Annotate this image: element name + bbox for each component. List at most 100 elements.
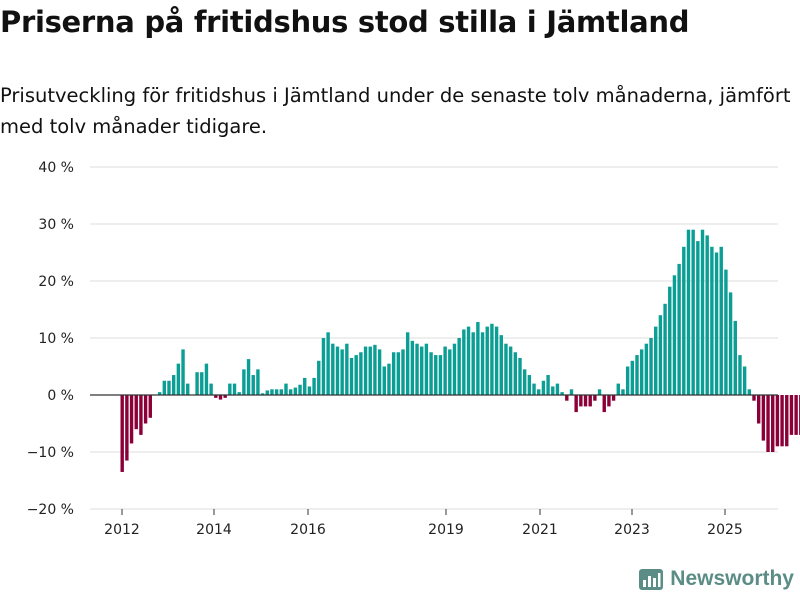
bar [583, 395, 588, 407]
bar [410, 340, 415, 395]
bar [204, 363, 209, 395]
bar [532, 383, 536, 395]
bar [466, 326, 471, 395]
bar [134, 395, 138, 430]
bar [537, 389, 541, 395]
x-tick-label: 2012 [104, 522, 140, 538]
bar [162, 380, 167, 395]
y-tick-label: 10 % [38, 331, 74, 347]
x-tick-label: 2023 [614, 522, 650, 538]
bar [298, 384, 302, 395]
bar [312, 377, 316, 395]
bar [588, 395, 592, 407]
bar [129, 395, 134, 444]
bar [719, 246, 723, 395]
bar [658, 315, 663, 395]
bar [214, 395, 218, 398]
bar [639, 349, 644, 395]
bar [382, 366, 386, 395]
bar [691, 229, 695, 395]
y-tick-label: 20 % [38, 274, 74, 290]
bar [326, 332, 330, 395]
bar [424, 343, 429, 395]
bar [181, 349, 185, 395]
bar [724, 269, 728, 395]
bar [494, 326, 499, 395]
bar [415, 343, 419, 395]
brand-name: Newsworthy [670, 567, 794, 590]
bar [733, 320, 737, 395]
bar [574, 395, 578, 413]
bar [625, 366, 630, 395]
bar [157, 392, 162, 395]
bar [401, 349, 405, 395]
bar [672, 275, 677, 395]
bar [420, 346, 424, 395]
bar [256, 369, 260, 395]
bar [265, 390, 269, 395]
bar [246, 359, 251, 395]
bar [279, 389, 284, 395]
bar [513, 352, 518, 395]
bar [274, 389, 279, 395]
y-tick-label: 40 % [38, 160, 74, 176]
bar [143, 395, 148, 424]
bar [321, 338, 326, 395]
bar [368, 346, 372, 395]
bar [644, 343, 649, 395]
bar [148, 395, 152, 418]
chart-title: Priserna på fritidshus stod stilla i Jäm… [0, 5, 690, 39]
bar [611, 395, 616, 401]
bar [766, 395, 770, 452]
bar [443, 346, 447, 395]
bar [303, 377, 307, 395]
bar [480, 332, 485, 395]
bar [663, 303, 667, 395]
bar [630, 360, 635, 395]
bar [551, 386, 555, 395]
bar [794, 395, 798, 435]
bar [462, 329, 466, 395]
bar [579, 395, 583, 407]
bar [359, 352, 363, 395]
bar [335, 346, 340, 395]
bar [621, 389, 625, 395]
bar [771, 395, 775, 452]
bar [686, 229, 691, 395]
bar [237, 392, 241, 395]
chart-subtitle: Prisutveckling för fritidshus i Jämtland… [0, 84, 791, 138]
x-tick-label: 2019 [428, 522, 464, 538]
bar [696, 241, 700, 395]
bar [363, 346, 368, 395]
bar [125, 395, 129, 461]
bar [607, 395, 611, 407]
bar [434, 355, 438, 395]
bar [331, 343, 335, 395]
bar [307, 386, 312, 395]
bar [200, 372, 204, 395]
bar [251, 375, 255, 395]
bar [546, 375, 550, 395]
bar [710, 246, 714, 395]
bar [209, 383, 213, 395]
x-axis: 2012 2014 2016 2019 2021 2023 2025 [104, 509, 743, 538]
bar [728, 292, 733, 395]
bar [541, 380, 546, 395]
bar [518, 357, 522, 395]
bar [682, 246, 686, 395]
x-tick-label: 2021 [522, 522, 558, 538]
bar [565, 395, 569, 401]
bar [228, 383, 232, 395]
bar [349, 357, 354, 395]
bar [780, 395, 784, 447]
bar [457, 338, 461, 395]
bar [775, 395, 780, 447]
bar [354, 355, 358, 395]
bar [616, 383, 620, 395]
bar [677, 263, 681, 395]
bar [738, 355, 742, 395]
bar [452, 343, 457, 395]
bar [232, 383, 237, 395]
y-axis-labels: 40 % 30 % 20 % 10 % 0 % −10 % −20 % [27, 160, 74, 518]
bar [242, 369, 246, 395]
